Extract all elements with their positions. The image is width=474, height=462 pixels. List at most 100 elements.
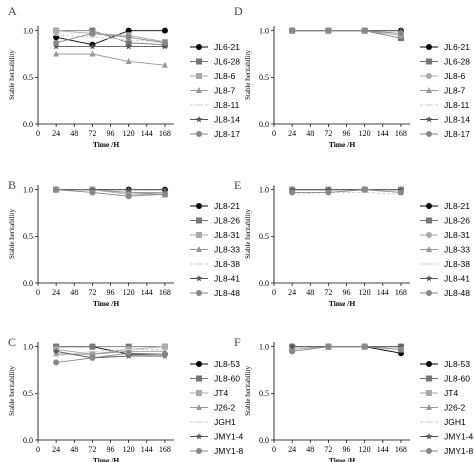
x-tick-label: 48 <box>70 129 78 138</box>
x-tick-label: 120 <box>359 288 371 297</box>
data-point <box>397 27 405 34</box>
legend-label: JL8-38 <box>444 259 470 269</box>
data-point <box>289 27 296 34</box>
data-point <box>52 42 60 50</box>
legend-label: JL8-14 <box>214 115 240 125</box>
data-point <box>161 343 168 350</box>
legend-label: JMY1-8 <box>214 446 244 456</box>
legend-marker <box>426 58 432 65</box>
x-tick-label: 144 <box>377 445 389 454</box>
y-tick-label: 0.5 <box>259 232 269 241</box>
data-point <box>125 39 132 46</box>
data-point <box>53 359 60 366</box>
data-point <box>324 186 332 193</box>
legend-marker <box>196 290 202 296</box>
legend-marker <box>426 87 432 93</box>
legend-marker <box>426 246 432 252</box>
legend-marker <box>426 404 432 410</box>
y-tick-label: 1.0 <box>259 26 269 35</box>
data-point <box>125 34 132 41</box>
y-tick-label: 1.0 <box>259 342 269 351</box>
data-point <box>288 343 296 350</box>
y-tick-label: 0.0 <box>259 436 269 445</box>
series-line <box>56 189 165 197</box>
legend-marker <box>426 203 432 209</box>
series-line <box>56 53 165 66</box>
x-tick-label: 96 <box>343 288 351 297</box>
data-point <box>89 50 96 57</box>
legend-marker <box>196 44 202 50</box>
legend-label: JL8-31 <box>444 230 470 240</box>
legend-marker <box>425 115 433 123</box>
legend-label: JMY1-4 <box>214 432 244 442</box>
x-axis-label: Time /H <box>93 140 119 149</box>
legend-label: JL8-48 <box>214 288 240 298</box>
legend-label: JL6-21 <box>444 42 470 52</box>
y-tick-label: 1.0 <box>259 185 269 194</box>
x-tick-label: 120 <box>123 288 135 297</box>
legend-label: J26-2 <box>444 403 466 413</box>
legend-label: JL8-33 <box>214 245 240 255</box>
legend-marker <box>195 115 203 123</box>
data-point <box>288 186 296 193</box>
legend-marker <box>196 448 202 454</box>
legend-label: J26-2 <box>214 403 236 413</box>
series-line <box>292 189 401 193</box>
x-tick-label: 48 <box>306 288 314 297</box>
x-axis-label: Time /H <box>329 140 355 149</box>
x-tick-label: 168 <box>159 445 171 454</box>
data-point <box>161 39 168 46</box>
x-tick-label: 96 <box>107 445 115 454</box>
data-point <box>89 350 96 357</box>
legend-marker <box>425 432 433 440</box>
series-line <box>56 352 165 363</box>
x-tick-label: 96 <box>107 288 115 297</box>
data-point <box>89 189 96 196</box>
legend-label: JL8-26 <box>214 216 240 226</box>
legend-marker <box>426 73 432 79</box>
y-axis-label: Stable heritability <box>244 366 252 416</box>
data-point <box>397 346 404 353</box>
chart-panel-c: C 0.0 0.5 1.0 0 24 48 72 96 120 144 168 Stable herit… <box>8 335 244 462</box>
x-tick-label: 96 <box>343 129 351 138</box>
y-tick-label: 1.0 <box>23 26 33 35</box>
x-tick-label: 0 <box>272 445 276 454</box>
series-line <box>56 350 165 359</box>
panel-letter: A <box>8 4 17 18</box>
legend-marker <box>196 203 202 209</box>
x-tick-label: 72 <box>88 445 96 454</box>
legend-marker <box>196 375 202 382</box>
x-tick-label: 168 <box>395 445 407 454</box>
y-tick-label: 0.0 <box>23 120 33 129</box>
legend-marker <box>196 73 202 79</box>
legend-label: JL8-60 <box>444 374 470 384</box>
y-tick-label: 0.0 <box>259 120 269 129</box>
y-axis-label: Stable heritability <box>244 209 252 259</box>
panel-letter: F <box>234 335 241 349</box>
data-point <box>53 50 60 57</box>
legend-marker <box>426 290 432 296</box>
series-line <box>56 33 165 44</box>
panel-letter: D <box>234 4 243 18</box>
series-line <box>56 350 165 355</box>
data-point <box>125 57 132 64</box>
legend-label: JMY1-8 <box>444 446 474 456</box>
panel-letter: C <box>8 335 16 349</box>
legend-label: JL8-26 <box>444 216 470 226</box>
data-point <box>53 27 60 34</box>
legend-marker <box>426 361 432 367</box>
legend-label: JT4 <box>214 388 228 398</box>
legend-label: JL6-21 <box>214 42 240 52</box>
x-tick-label: 24 <box>52 129 60 138</box>
data-point <box>161 351 168 358</box>
legend-marker <box>196 87 202 93</box>
legend-marker <box>195 432 203 440</box>
data-point <box>125 193 132 200</box>
data-point <box>53 350 60 357</box>
x-tick-label: 144 <box>141 445 153 454</box>
x-tick-label: 144 <box>141 288 153 297</box>
legend-label: JL8-53 <box>444 359 470 369</box>
y-tick-label: 0.5 <box>259 73 269 82</box>
data-point <box>361 186 368 193</box>
